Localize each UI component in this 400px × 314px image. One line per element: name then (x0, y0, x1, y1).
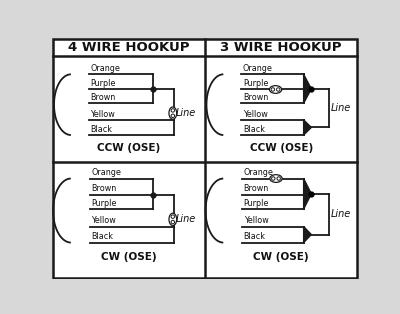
Text: CCW (OSE): CCW (OSE) (250, 143, 313, 153)
Ellipse shape (270, 86, 282, 93)
Text: Black: Black (244, 232, 266, 241)
Ellipse shape (171, 215, 174, 219)
Polygon shape (304, 74, 311, 103)
Text: Line: Line (176, 214, 196, 225)
Ellipse shape (270, 175, 282, 182)
Text: Black: Black (90, 125, 112, 134)
Ellipse shape (271, 88, 275, 91)
Text: 3 WIRE HOOKUP: 3 WIRE HOOKUP (220, 41, 342, 54)
Text: Orange: Orange (90, 64, 120, 73)
Text: CW (OSE): CW (OSE) (254, 252, 309, 262)
Text: Black: Black (243, 125, 265, 134)
Text: Brown: Brown (90, 93, 116, 102)
Text: 4 WIRE HOOKUP: 4 WIRE HOOKUP (68, 41, 190, 54)
Text: Purple: Purple (243, 79, 268, 88)
Text: Purple: Purple (90, 79, 116, 88)
Text: CW (OSE): CW (OSE) (101, 252, 156, 262)
Ellipse shape (169, 107, 177, 119)
Text: Yellow: Yellow (90, 110, 115, 119)
Text: Brown: Brown (243, 93, 268, 102)
Polygon shape (304, 120, 311, 135)
Ellipse shape (272, 177, 275, 180)
Ellipse shape (171, 220, 174, 224)
Text: Orange: Orange (243, 64, 273, 73)
Ellipse shape (171, 109, 174, 112)
Text: Line: Line (330, 103, 351, 113)
Text: Orange: Orange (244, 168, 274, 177)
Text: Line: Line (176, 108, 196, 118)
Ellipse shape (277, 177, 280, 180)
FancyBboxPatch shape (52, 39, 358, 278)
Polygon shape (304, 179, 311, 209)
Text: Purple: Purple (91, 199, 117, 208)
Text: Line: Line (330, 209, 351, 219)
Text: Yellow: Yellow (91, 216, 116, 225)
Polygon shape (304, 227, 311, 242)
Ellipse shape (276, 88, 280, 91)
Ellipse shape (169, 213, 177, 225)
Text: Purple: Purple (244, 199, 269, 208)
Text: Brown: Brown (244, 184, 269, 193)
Text: Orange: Orange (91, 168, 121, 177)
Text: CCW (OSE): CCW (OSE) (97, 143, 160, 153)
Text: Yellow: Yellow (244, 216, 268, 225)
Text: Brown: Brown (91, 184, 116, 193)
Ellipse shape (171, 114, 174, 117)
Text: Black: Black (91, 232, 113, 241)
Text: Yellow: Yellow (243, 110, 268, 119)
